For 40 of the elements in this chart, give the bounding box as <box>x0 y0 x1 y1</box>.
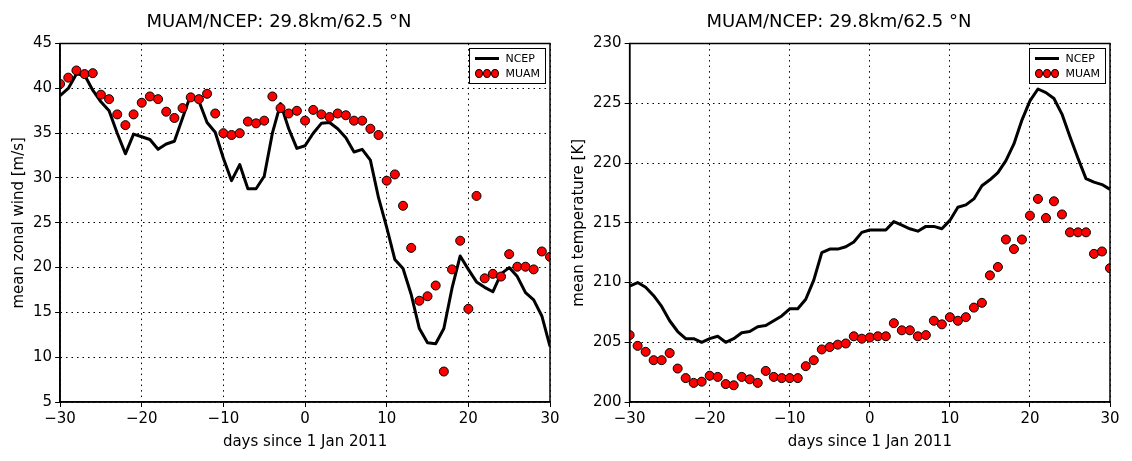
y-tick-label: 10 <box>32 347 53 366</box>
x-axis-title: days since 1 Jan 2011 <box>222 431 388 450</box>
y-tick-label: 40 <box>32 78 53 97</box>
x-tick-label: −30 <box>44 408 76 427</box>
y-tick-label: 5 <box>42 391 53 410</box>
legend-label: MUAM <box>1065 65 1100 81</box>
x-tick-label: 0 <box>865 408 875 427</box>
x-tick-label: −30 <box>613 408 646 427</box>
y-tick-label: 230 <box>592 33 622 52</box>
x-tick-label: −20 <box>693 408 726 427</box>
x-tick-label: 10 <box>377 408 397 427</box>
x-axis-title: days since 1 Jan 2011 <box>787 431 952 450</box>
x-tick-label: −20 <box>125 408 158 427</box>
x-tick-label: 30 <box>540 408 560 427</box>
chart-title: MUAM/NCEP: 29.8km/62.5 °N <box>146 10 412 32</box>
y-tick-label: 15 <box>32 302 53 321</box>
x-tick-label: 0 <box>300 408 310 427</box>
legend-label: MUAM <box>505 65 540 81</box>
y-tick-label: 45 <box>32 33 53 52</box>
y-tick-label: 30 <box>32 167 53 186</box>
y-tick-label: 200 <box>592 391 622 410</box>
y-tick-label: 225 <box>592 93 622 112</box>
y-tick-label: 220 <box>592 152 622 171</box>
y-tick-label: 210 <box>592 272 622 291</box>
y-axis-title: mean temperature [K] <box>568 138 587 307</box>
x-tick-label: 20 <box>458 408 478 427</box>
y-tick-label: 20 <box>32 257 53 276</box>
chart-title: MUAM/NCEP: 29.8km/62.5 °N <box>706 10 972 32</box>
y-axis-title: mean zonal wind [m/s] <box>8 137 27 309</box>
y-tick-label: 35 <box>32 123 53 142</box>
x-tick-label: 20 <box>1020 408 1040 427</box>
x-tick-label: 10 <box>940 408 960 427</box>
y-tick-label: 215 <box>592 212 622 231</box>
legend-label: NCEP <box>1065 50 1095 66</box>
y-tick-label: 25 <box>32 212 53 231</box>
y-tick-label: 205 <box>592 332 622 351</box>
x-tick-label: 30 <box>1100 408 1120 427</box>
x-tick-label: −10 <box>773 408 806 427</box>
legend-label: NCEP <box>505 50 535 66</box>
x-tick-label: −10 <box>207 408 240 427</box>
